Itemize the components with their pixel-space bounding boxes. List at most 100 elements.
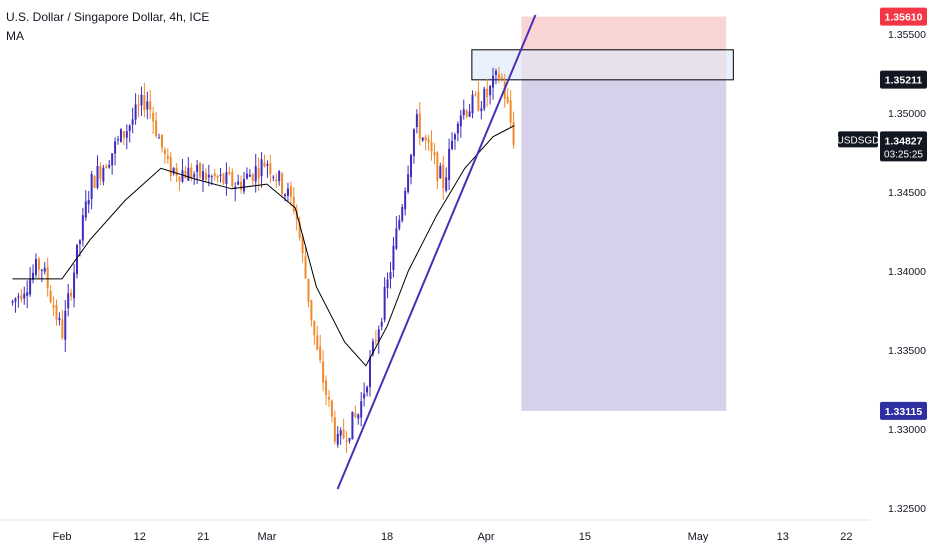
- candle-body: [231, 171, 234, 187]
- candle-body: [102, 167, 105, 182]
- candle: [401, 203, 404, 223]
- candle: [383, 277, 386, 323]
- candle: [90, 170, 93, 210]
- candle-body: [448, 148, 451, 180]
- candle: [14, 297, 17, 313]
- candle: [398, 214, 401, 231]
- candle-body: [286, 188, 289, 196]
- candle: [442, 155, 445, 200]
- candle-body: [395, 228, 398, 249]
- candle: [427, 134, 430, 151]
- candle-body: [389, 272, 392, 280]
- candle-body: [269, 163, 272, 175]
- candle: [506, 88, 509, 105]
- candle: [105, 163, 108, 169]
- candle: [117, 135, 120, 145]
- candle-body: [155, 120, 158, 137]
- candle-body: [169, 156, 172, 177]
- candle-body: [439, 166, 442, 179]
- candle: [494, 68, 497, 85]
- x-tick-label: Feb: [53, 531, 72, 543]
- candle: [492, 67, 495, 100]
- candle: [75, 244, 78, 279]
- candle: [500, 73, 503, 82]
- candle: [386, 272, 389, 299]
- candle-body: [178, 176, 181, 182]
- candle-body: [187, 167, 190, 181]
- entry-price-tag: [880, 70, 927, 89]
- candle-body: [70, 292, 73, 297]
- candle-body: [55, 304, 58, 320]
- candle-body: [380, 321, 383, 327]
- candle: [345, 430, 348, 454]
- candle-body: [199, 162, 202, 178]
- candle: [307, 278, 310, 308]
- candle: [477, 81, 480, 112]
- candle-body: [234, 186, 237, 189]
- candle-body: [158, 137, 161, 139]
- candle: [34, 253, 37, 278]
- candle: [152, 106, 155, 134]
- candle-body: [436, 152, 439, 182]
- take-profit-zone[interactable]: [521, 79, 727, 411]
- candle-body: [43, 267, 46, 272]
- candle: [486, 78, 489, 107]
- candle: [163, 146, 166, 164]
- candle-body: [105, 165, 108, 169]
- candle-body: [254, 166, 257, 182]
- candle-body: [213, 173, 216, 177]
- x-tick-label: 12: [134, 531, 146, 543]
- candle: [392, 237, 395, 278]
- candle: [70, 288, 73, 301]
- candle-body: [272, 176, 275, 178]
- candle-body: [430, 141, 433, 152]
- candle: [245, 167, 248, 180]
- candle-body: [23, 293, 26, 299]
- candle: [81, 207, 84, 247]
- candle: [327, 389, 330, 408]
- candle: [149, 90, 152, 120]
- candle-body: [345, 440, 348, 443]
- candle: [410, 153, 413, 185]
- candle-body: [131, 119, 134, 125]
- candle: [281, 171, 284, 198]
- candle: [260, 152, 263, 188]
- candle-body: [243, 179, 246, 192]
- x-tick-label: 18: [381, 531, 393, 543]
- price-tags: 1.35610 1.35211 1.33115 USDSGD 1.34827 03:25:…: [837, 7, 927, 420]
- candle-body: [298, 222, 301, 238]
- candle-body: [140, 94, 143, 106]
- candle-body: [483, 88, 486, 109]
- candle: [266, 160, 269, 178]
- candle: [404, 187, 407, 216]
- candle: [377, 325, 380, 354]
- candle: [237, 174, 240, 186]
- candle: [456, 121, 459, 142]
- y-tick-label: 1.32500: [888, 503, 926, 515]
- candle: [93, 174, 96, 189]
- trendline[interactable]: [336, 14, 537, 490]
- candle-body: [90, 173, 93, 199]
- candle-body: [17, 296, 20, 298]
- candle: [512, 111, 515, 149]
- candle-body: [357, 414, 360, 419]
- candle-body: [281, 173, 284, 194]
- candle-body: [383, 286, 386, 320]
- candle-body: [368, 357, 371, 387]
- candle: [316, 325, 319, 351]
- candle-body: [348, 437, 351, 442]
- candle-body: [275, 179, 278, 182]
- candle: [128, 124, 131, 143]
- candle: [351, 411, 354, 440]
- candles: [11, 66, 515, 454]
- candle: [111, 153, 114, 175]
- candle: [257, 157, 260, 191]
- y-tick-label: 1.35500: [888, 29, 926, 41]
- candle: [439, 162, 442, 179]
- candle-body: [34, 259, 37, 275]
- candle: [181, 158, 184, 183]
- candle: [289, 181, 292, 207]
- candle: [251, 173, 254, 185]
- candle-body: [497, 73, 500, 79]
